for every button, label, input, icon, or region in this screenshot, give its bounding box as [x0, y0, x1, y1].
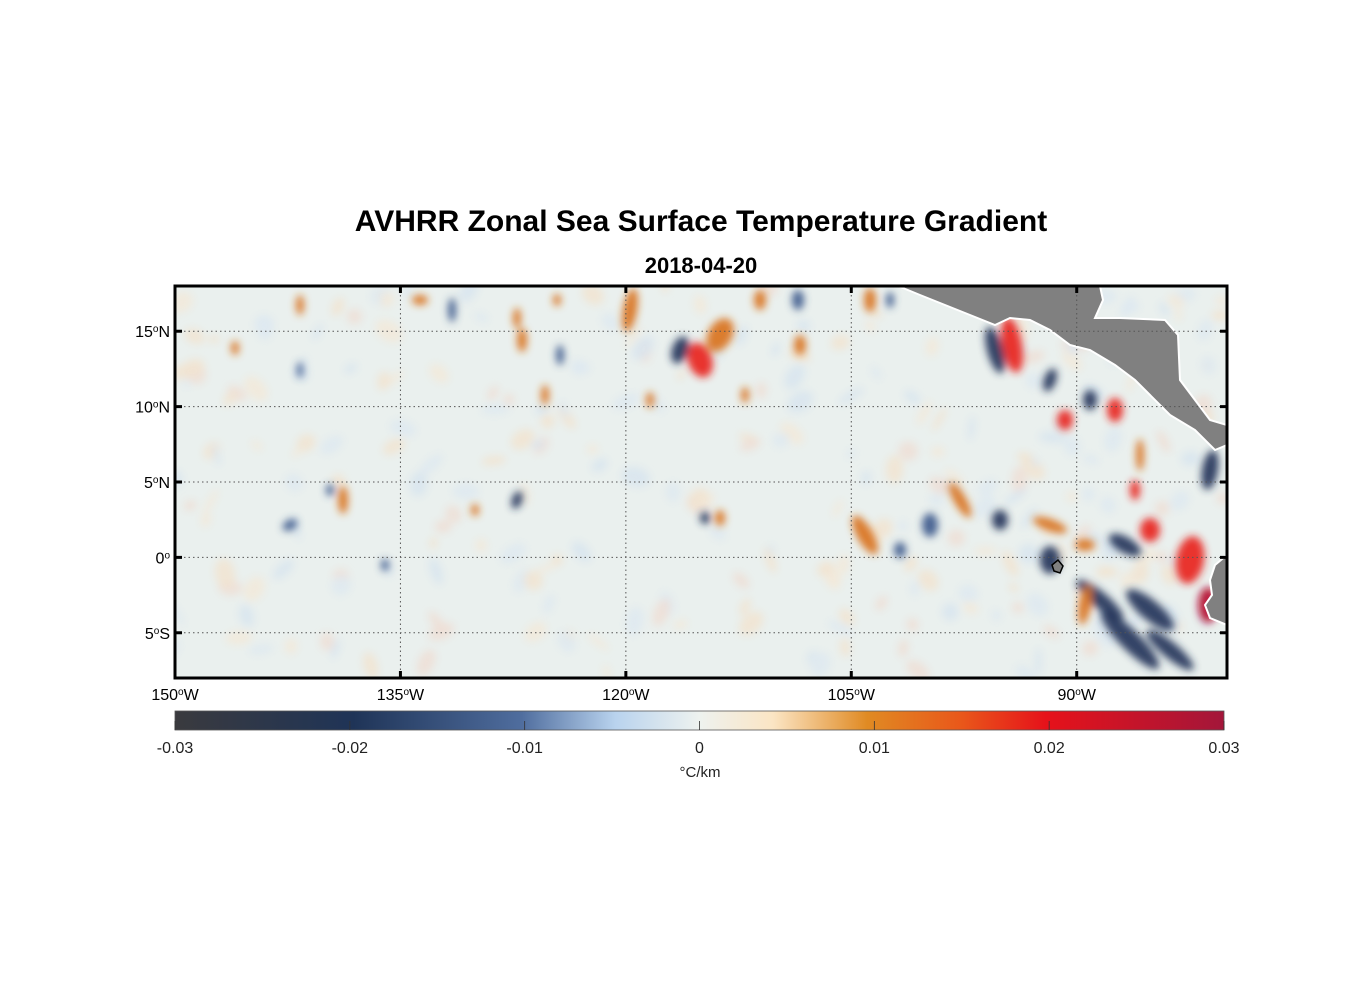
map-title: AVHRR Zonal Sea Surface Temperature Grad… — [354, 205, 1048, 238]
colorbar-tick-label: -0.02 — [331, 740, 369, 757]
central-america-land — [897, 286, 1227, 452]
colorbar-tick-label: -0.03 — [156, 740, 194, 757]
lon-tick-label: 105oW — [828, 687, 876, 705]
south-america-land — [1203, 553, 1227, 627]
lon-tick-label: 90oW — [1057, 687, 1096, 705]
lon-tick-label: 135oW — [377, 687, 425, 705]
colorbar-unit: °C/km — [679, 764, 721, 781]
colorbar-tick-label: 0.02 — [1033, 740, 1065, 757]
colorbar-tick-label: 0.01 — [858, 740, 890, 757]
axis-ticks: 150oW 135oW 120oW 105oW 90oW 15oN 10oN 5oN 0o 5oS — [135, 286, 1227, 704]
lon-tick-label: 120oW — [602, 687, 650, 705]
gradient-field — [175, 286, 1227, 678]
land-mass — [897, 286, 1227, 627]
lat-tick-label: 5oN — [144, 475, 170, 493]
lat-tick-label: 10oN — [135, 399, 170, 417]
galapagos-island — [1051, 558, 1064, 574]
lat-tick-label: 5oS — [145, 625, 170, 643]
colorbar-tick-label: 0.03 — [1208, 740, 1240, 757]
lat-tick-label: 0o — [156, 550, 171, 568]
map-date: 2018-04-20 — [644, 253, 758, 278]
lat-tick-label: 15oN — [135, 324, 170, 342]
colorbar-ticks — [174, 721, 1225, 730]
colorbar-tick-label: 0 — [695, 740, 704, 757]
colorbar-tick-label: -0.01 — [506, 740, 543, 757]
lon-tick-label: 150oW — [151, 687, 199, 705]
